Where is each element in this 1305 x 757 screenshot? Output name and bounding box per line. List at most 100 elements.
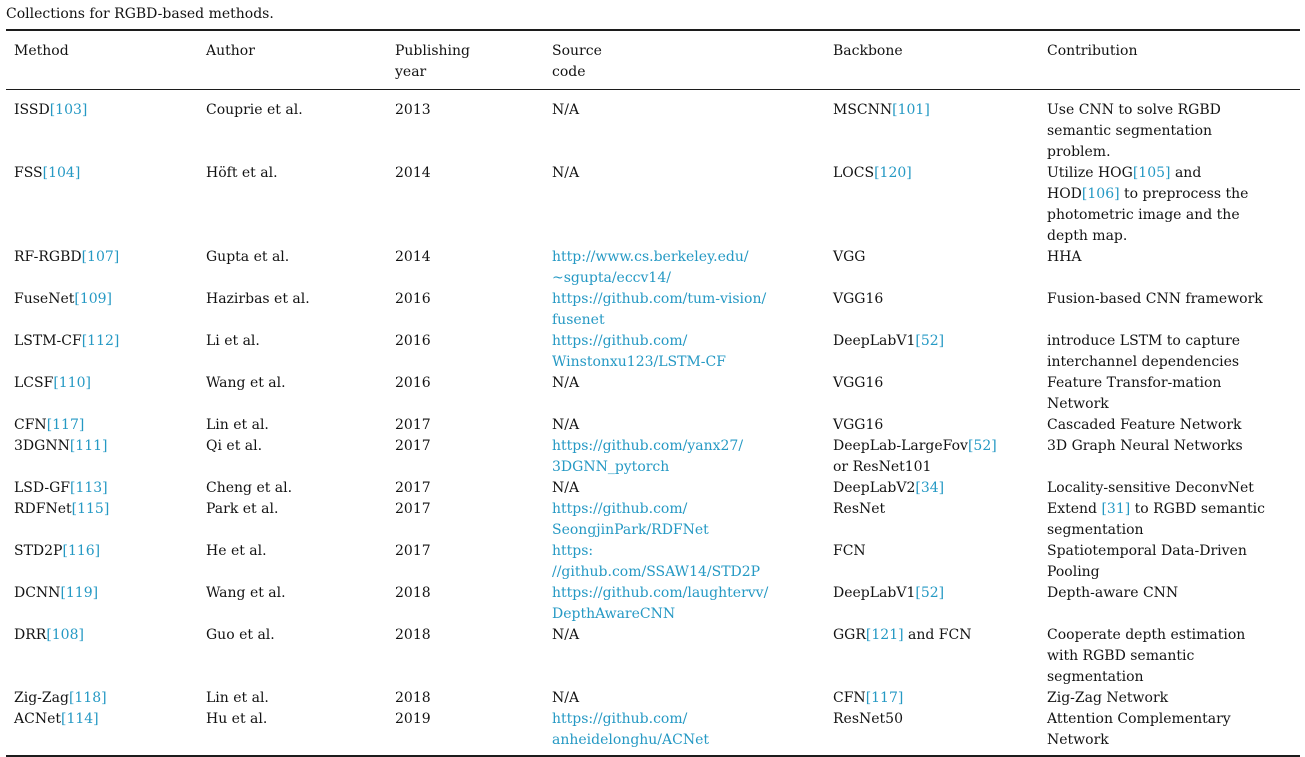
source-code-url[interactable]: https://github.com/yanx27/3DGNN_pytorch [552, 438, 744, 475]
cell-author: Lin et al. [206, 690, 269, 706]
table-row: ISSD[103] Couprie et al. 2013 N/A MSCNN[101]… [6, 90, 1300, 164]
cell-contribution: Use CNN to solve RGBD semantic segmentati… [1047, 102, 1221, 160]
citation-ref[interactable]: [107] [81, 249, 120, 265]
citation-ref[interactable]: [52] [967, 438, 997, 454]
cell-source-code: http://www.cs.berkeley.edu/~sgupta/eccv1… [544, 247, 825, 289]
cell-backbone: VGG [833, 249, 866, 265]
cell-author: He et al. [206, 543, 267, 559]
citation-ref[interactable]: [34] [915, 480, 945, 496]
cell-author: Lin et al. [206, 417, 269, 433]
cell-contribution: Cascaded Feature Network [1047, 417, 1242, 433]
col-header-method: Method [6, 30, 198, 90]
table-row: Zig-Zag[118] Lin et al. 2018 N/A CFN[117] Zig… [6, 688, 1300, 709]
source-code-url[interactable]: https://github.com/Winstonxu123/LSTM-CF [552, 333, 726, 370]
citation-ref[interactable]: [118] [68, 690, 107, 706]
table-header: Method Author Publishing year Source cod… [6, 30, 1300, 90]
table-row: FuseNet[109] Hazirbas et al. 2016 https://g… [6, 289, 1300, 331]
cell-method: FSS[104] [14, 165, 81, 181]
cell-source-code: https://github.com/yanx27/3DGNN_pytorch [544, 436, 825, 478]
cell-year: 2018 [395, 690, 431, 706]
citation-ref[interactable]: [111] [69, 438, 108, 454]
cell-backbone: VGG16 [833, 417, 884, 433]
cell-method: RDFNet[115] [14, 501, 110, 517]
col-header-source-code: Source code [544, 30, 825, 90]
citation-ref[interactable]: [116] [62, 543, 101, 559]
cell-author: Qi et al. [206, 438, 263, 454]
table-body: ISSD[103] Couprie et al. 2013 N/A MSCNN[101]… [6, 90, 1300, 757]
cell-source-code: N/A [552, 102, 580, 118]
cell-backbone: DeepLabV2[34] [833, 480, 945, 496]
header-row: Method Author Publishing year Source cod… [6, 30, 1300, 90]
col-header-contribution: Contribution [1039, 30, 1300, 90]
citation-ref[interactable]: [105] [1132, 165, 1171, 181]
source-code-url[interactable]: https://github.com/anheidelonghu/ACNet [552, 711, 710, 748]
cell-year: 2017 [395, 417, 431, 433]
cell-method: CFN[117] [14, 417, 85, 433]
citation-ref[interactable]: [120] [874, 165, 912, 181]
cell-method: ACNet[114] [14, 711, 99, 727]
source-code-url[interactable]: https://github.com/laughtervv/DepthAware… [552, 585, 769, 622]
source-code-url[interactable]: https://github.com/tum-vision/fusenet [552, 291, 767, 328]
table-row: LSD-GF[113] Cheng et al. 2017 N/A DeepLabV2[… [6, 478, 1300, 499]
source-code-url[interactable]: http://www.cs.berkeley.edu/~sgupta/eccv1… [552, 249, 749, 286]
methods-table: Method Author Publishing year Source cod… [6, 29, 1300, 757]
cell-year: 2017 [395, 543, 431, 559]
cell-method: Zig-Zag[118] [14, 690, 107, 706]
cell-year: 2018 [395, 627, 431, 643]
cell-author: Couprie et al. [206, 102, 303, 118]
citation-ref[interactable]: [114] [60, 711, 99, 727]
cell-backbone: MSCNN[101] [833, 102, 930, 118]
citation-ref[interactable]: [112] [81, 333, 120, 349]
cell-source-code: N/A [552, 165, 580, 181]
cell-method: 3DGNN[111] [14, 438, 108, 454]
cell-source-code: N/A [552, 690, 580, 706]
cell-source-code: https://github.com/tum-vision/fusenet [544, 289, 825, 331]
cell-method: DCNN[119] [14, 585, 99, 601]
cell-contribution: introduce LSTM to capture interchannel de… [1047, 333, 1241, 370]
cell-author: Cheng et al. [206, 480, 293, 496]
table-row: CFN[117] Lin et al. 2017 N/A VGG16 Cascaded F… [6, 415, 1300, 436]
cell-source-code: https://github.com/SSAW14/STD2P [544, 541, 825, 583]
citation-ref[interactable]: [121] [865, 627, 904, 643]
cell-author: Li et al. [206, 333, 260, 349]
citation-ref[interactable]: [110] [53, 375, 91, 391]
cell-backbone: VGG16 [833, 291, 884, 307]
citation-ref[interactable]: [101] [892, 102, 930, 118]
cell-contribution: Zig-Zag Network [1047, 690, 1169, 706]
cell-contribution: Utilize HOG[105] and HOD[106] to preproce… [1047, 165, 1249, 244]
citation-ref[interactable]: [113] [70, 480, 108, 496]
citation-ref[interactable]: [52] [915, 333, 945, 349]
cell-year: 2016 [395, 291, 431, 307]
citation-ref[interactable]: [103] [49, 102, 88, 118]
citation-ref[interactable]: [115] [71, 501, 110, 517]
cell-source-code: N/A [552, 417, 580, 433]
table-row: DRR[108] Guo et al. 2018 N/A GGR[121] and FC… [6, 625, 1300, 688]
cell-source-code: N/A [552, 480, 580, 496]
cell-contribution: Attention Complementary Network [1047, 711, 1231, 748]
cell-year: 2016 [395, 375, 431, 391]
source-code-url[interactable]: https://github.com/SeongjinPark/RDFNet [552, 501, 709, 538]
citation-ref[interactable]: [52] [915, 585, 945, 601]
citation-ref[interactable]: [109] [74, 291, 113, 307]
citation-ref[interactable]: [106] [1081, 186, 1120, 202]
citation-ref[interactable]: [31] [1101, 501, 1131, 517]
col-header-publishing-year: Publishing year [387, 30, 544, 90]
citation-ref[interactable]: [119] [60, 585, 99, 601]
cell-method: DRR[108] [14, 627, 84, 643]
table-row: RDFNet[115] Park et al. 2017 https://github… [6, 499, 1300, 541]
cell-source-code: https://github.com/SeongjinPark/RDFNet [544, 499, 825, 541]
cell-contribution: Extend [31] to RGBD semantic segmentation [1047, 501, 1265, 538]
cell-contribution: 3D Graph Neural Networks [1047, 438, 1243, 454]
cell-author: Wang et al. [206, 585, 286, 601]
citation-ref[interactable]: [117] [46, 417, 85, 433]
citation-ref[interactable]: [108] [46, 627, 84, 643]
table-row: 3DGNN[111] Qi et al. 2017 https://github.co… [6, 436, 1300, 478]
cell-source-code: N/A [552, 627, 580, 643]
cell-contribution: Depth-aware CNN [1047, 585, 1179, 601]
source-code-url[interactable]: https://github.com/SSAW14/STD2P [552, 543, 761, 580]
cell-year: 2013 [395, 102, 431, 118]
cell-backbone: ResNet50 [833, 711, 903, 727]
citation-ref[interactable]: [117] [865, 690, 904, 706]
citation-ref[interactable]: [104] [42, 165, 81, 181]
cell-author: Hu et al. [206, 711, 268, 727]
